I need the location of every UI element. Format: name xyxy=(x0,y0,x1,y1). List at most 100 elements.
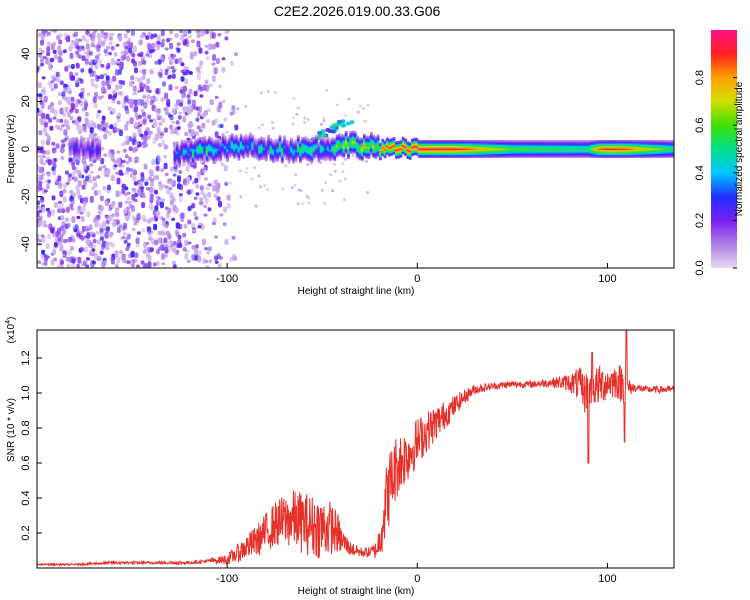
heatmap-cell-1508 xyxy=(53,77,58,82)
heatmap-cell-1590 xyxy=(297,188,301,192)
heatmap-cell-357 xyxy=(67,249,72,256)
heatmap-cell-639 xyxy=(168,84,173,91)
heatmap-cell-1481 xyxy=(39,33,44,37)
heatmap-cell-1305 xyxy=(184,66,189,70)
heatmap-cell-516 xyxy=(195,192,200,196)
heatmap-cell-1321 xyxy=(50,259,55,266)
heatmap-cell-1152 xyxy=(128,80,133,87)
heatmap-cell-64 xyxy=(142,74,147,79)
heatmap-cell-333 xyxy=(186,94,191,99)
heatmap-cell-1292 xyxy=(39,62,44,67)
heatmap-cell-682 xyxy=(125,236,130,241)
heatmap-cell-680 xyxy=(37,66,40,73)
heatmap-cell-1250 xyxy=(71,258,76,264)
heatmap-cell-1596 xyxy=(305,194,309,198)
heatmap-cell-1158 xyxy=(55,143,60,149)
heatmap-cell-1489 xyxy=(150,35,155,40)
heatmap-cell-870 xyxy=(69,246,74,251)
heatmap-cell-384 xyxy=(159,55,164,60)
heatmap-cell-4272 xyxy=(536,140,540,143)
heatmap-cell-1445 xyxy=(134,121,139,127)
heatmap-cell-1594 xyxy=(296,106,300,110)
heatmap-cell-1850 xyxy=(98,139,102,142)
heatmap-cell-1585 xyxy=(257,174,261,178)
heatmap-cell-1552 xyxy=(293,183,297,187)
heatmap-cell-4038 xyxy=(495,140,499,143)
heatmap-cell-899 xyxy=(105,226,110,233)
heatmap-cell-4662 xyxy=(604,140,608,143)
heatmap-cell-1500 xyxy=(193,105,198,111)
heatmap-cell-819 xyxy=(74,119,79,126)
heatmap-cell-632 xyxy=(152,118,157,122)
heatmap-cell-1598 xyxy=(273,90,277,94)
heatmap-cell-1045 xyxy=(215,41,220,48)
heatmap-cell-1326 xyxy=(57,237,62,242)
heatmap-cell-2988 xyxy=(326,136,330,139)
heatmap-cell-3778 xyxy=(449,140,453,143)
heatmap-cell-3073 xyxy=(337,133,341,136)
heatmap-cell-1206 xyxy=(95,113,100,119)
heatmap-cell-1181 xyxy=(155,165,160,172)
heatmap-cell-743 xyxy=(128,157,133,163)
heatmap-cell-1948 xyxy=(185,139,188,142)
heatmap-cell-411 xyxy=(124,154,129,159)
heatmap-cell-555 xyxy=(99,236,104,241)
heatmap-cell-1261 xyxy=(110,58,115,66)
heatmap-cell-1581 xyxy=(296,202,300,206)
heatmap-cell-1437 xyxy=(179,102,183,107)
heatmap-cell-780 xyxy=(206,108,211,113)
heatmap-cell-1366 xyxy=(148,236,153,241)
heatmap-cell-1154 xyxy=(125,108,130,115)
heatmap-cell-1352 xyxy=(96,43,101,47)
heatmap-cell-1006 xyxy=(149,196,154,204)
heatmap-cell-795 xyxy=(59,202,64,209)
heatmap-cell-1068 xyxy=(113,164,118,168)
heatmap-cell-1051 xyxy=(166,230,170,237)
heatmap-cell-3583 xyxy=(415,137,419,140)
heatmap-cell-3596 xyxy=(417,140,421,143)
heatmap-cell-963 xyxy=(71,192,76,198)
heatmap-cell-1451 xyxy=(107,130,112,136)
heatmap-cell-947 xyxy=(74,224,79,230)
heatmap-cell-683 xyxy=(118,84,123,90)
heatmap-cell-626 xyxy=(156,108,161,114)
heatmap-cell-533 xyxy=(118,129,123,137)
heatmap-cell-4935 xyxy=(652,140,656,143)
heatmap-cell-1515 xyxy=(187,241,192,245)
heatmap-cell-1240 xyxy=(80,45,85,49)
heatmap-cell-1982 xyxy=(189,138,193,141)
heatmap-cell-1560 xyxy=(322,119,326,123)
heatmap-cell-2486 xyxy=(258,137,261,141)
heatmap-cell-1242 xyxy=(38,166,43,174)
heatmap-cell-1140 xyxy=(147,218,152,224)
heatmap-cell-1203 xyxy=(50,57,55,63)
heatmap-cell-3635 xyxy=(424,140,428,143)
heatmap-cell-1003 xyxy=(176,47,181,53)
heatmap-cell-631 xyxy=(105,75,110,81)
heatmap-cell-3921 xyxy=(474,140,478,143)
heatmap-cell-1098 xyxy=(121,159,126,164)
heatmap-cell-2652 xyxy=(280,140,284,143)
heatmap-cell-753 xyxy=(202,257,207,265)
heatmap-cell-1408 xyxy=(50,80,55,84)
heatmap-cell-1120 xyxy=(135,141,140,146)
heatmap-cell-1325 xyxy=(196,40,201,48)
heatmap-cell-1087 xyxy=(120,55,125,61)
heatmap-cell-296 xyxy=(146,94,151,100)
heatmap-cell-1189 xyxy=(194,244,199,249)
heatmap-cell-972 xyxy=(173,128,178,135)
heatmap-cell-54 xyxy=(41,236,46,244)
heatmap-cell-260 xyxy=(91,186,95,190)
heatmap-cell-1413 xyxy=(205,31,210,35)
heatmap-cell-1010 xyxy=(170,128,175,135)
heatmap-cell-491 xyxy=(204,50,209,55)
heatmap-cell-1471 xyxy=(158,72,163,77)
heatmap-cell-348 xyxy=(41,76,46,80)
heatmap-cell-1430 xyxy=(108,233,113,238)
heatmap-cell-1646 xyxy=(317,131,323,135)
heatmap-cell-4753 xyxy=(620,140,624,143)
heatmap-cell-1225 xyxy=(140,99,145,106)
heatmap-cell-942 xyxy=(85,239,90,245)
heatmap-cell-449 xyxy=(125,161,130,165)
heatmap-cell-142 xyxy=(234,124,239,131)
